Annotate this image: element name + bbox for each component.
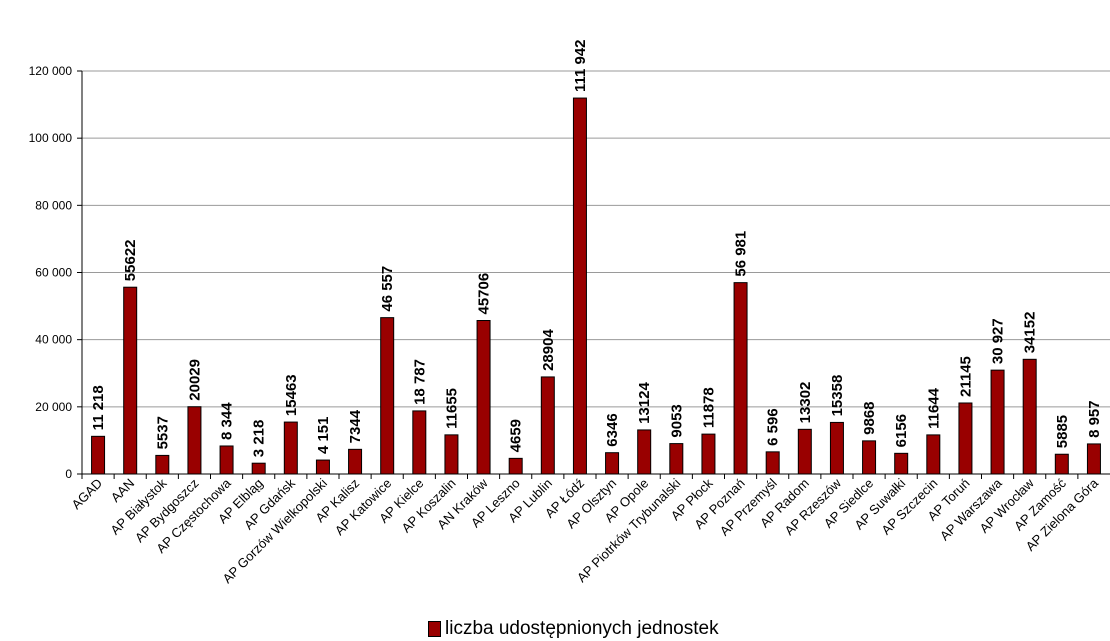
y-tick-label: 60 000 <box>35 266 72 280</box>
bar <box>829 421 844 475</box>
bar <box>251 462 266 475</box>
data-label: 13302 <box>797 382 814 424</box>
y-tick-label: 120 000 <box>29 64 73 78</box>
bar <box>283 421 298 475</box>
data-label: 6346 <box>604 413 621 446</box>
data-label: 111 942 <box>572 39 589 92</box>
bar <box>508 457 523 475</box>
data-label: 30 927 <box>990 318 1007 364</box>
y-tick-label: 0 <box>65 467 72 481</box>
bar <box>380 317 395 475</box>
bars <box>91 97 1101 475</box>
bar <box>701 433 716 475</box>
data-label: 4659 <box>508 419 525 452</box>
data-label: 4 151 <box>315 417 332 455</box>
y-tick-label: 100 000 <box>29 131 73 145</box>
data-label: 8 344 <box>219 402 236 440</box>
data-label: 28904 <box>540 329 557 371</box>
data-label: 13124 <box>636 382 653 424</box>
data-labels: 11 218 55622 5537 20029 8 344 3 218 15463 4 151… <box>90 39 1103 457</box>
data-label: 7344 <box>347 409 364 443</box>
bar <box>315 459 330 475</box>
data-label: 55622 <box>122 239 139 281</box>
data-label: 15358 <box>829 375 846 417</box>
bar <box>1022 358 1037 475</box>
data-label: 34152 <box>1022 312 1039 354</box>
data-label: 6156 <box>893 414 910 447</box>
bar <box>894 452 909 475</box>
legend: liczba udostępnionych jednostek <box>428 618 719 640</box>
y-tick-label: 20 000 <box>35 400 72 414</box>
bar <box>926 434 941 475</box>
data-label: 9053 <box>668 404 685 437</box>
bar <box>91 435 106 475</box>
bar <box>187 406 202 475</box>
bar <box>605 452 620 475</box>
data-label: 21145 <box>957 356 974 397</box>
data-label: 9868 <box>861 401 878 434</box>
bar <box>958 402 973 475</box>
data-label: 46 557 <box>379 266 396 312</box>
bar <box>572 97 587 475</box>
y-axis-ticks: 0 20 000 40 000 60 000 80 000 100 000 120 000 <box>29 64 82 481</box>
data-label: 56 981 <box>733 231 750 277</box>
bar <box>123 286 138 475</box>
x-tick-label: AGAD <box>69 476 106 513</box>
data-label: 8 957 <box>1086 400 1103 438</box>
bar <box>765 451 780 475</box>
bar <box>540 376 555 475</box>
data-label: 20029 <box>186 359 203 401</box>
data-label: 15463 <box>283 374 300 416</box>
data-label: 6 596 <box>765 408 782 446</box>
data-label: 45706 <box>476 273 493 315</box>
data-label: 18 787 <box>411 359 428 405</box>
gridlines <box>82 70 1110 408</box>
data-label: 5537 <box>154 416 171 449</box>
bar <box>412 410 427 475</box>
bar <box>155 454 170 475</box>
legend-label: liczba udostępnionych jednostek <box>445 618 719 639</box>
bar <box>219 445 234 475</box>
data-label: 5885 <box>1054 415 1071 448</box>
bar <box>990 369 1005 475</box>
y-tick-label: 40 000 <box>35 333 72 347</box>
bar <box>1054 453 1069 475</box>
bar <box>476 320 491 475</box>
bar <box>444 434 459 475</box>
legend-swatch <box>428 621 441 637</box>
bar <box>637 429 652 475</box>
bar <box>348 448 363 475</box>
data-label: 11655 <box>443 388 460 429</box>
bar <box>669 443 684 475</box>
data-label: 11 218 <box>90 385 107 430</box>
y-tick-label: 80 000 <box>35 198 72 212</box>
bar <box>862 440 877 475</box>
bar <box>797 428 812 475</box>
data-label: 11644 <box>925 387 942 429</box>
bar <box>733 282 748 475</box>
data-label: 11878 <box>700 387 717 428</box>
data-label: 3 218 <box>251 420 268 458</box>
bar <box>1086 443 1101 475</box>
